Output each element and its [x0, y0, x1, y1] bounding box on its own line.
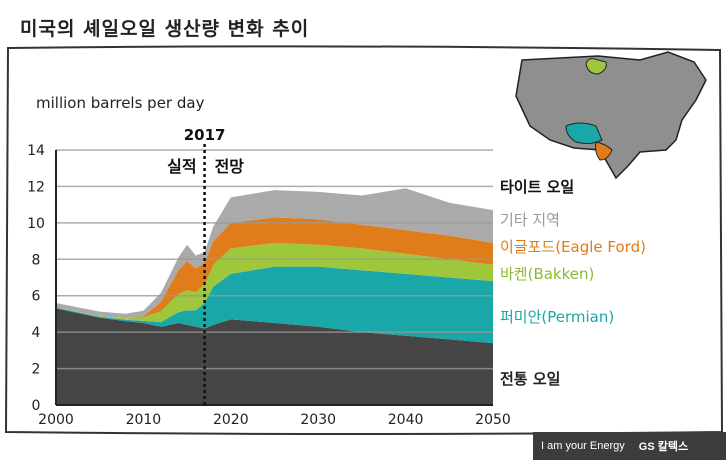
gridlines	[56, 149, 493, 370]
y-tick-label-4: 8	[32, 252, 41, 268]
area-series-1	[56, 266, 493, 344]
footer-bar: I am your Energy GS 칼텍스	[533, 432, 726, 460]
forecast-label: 전망	[215, 157, 245, 176]
y-tick-label-6: 12	[27, 179, 45, 195]
actual-label: 실적	[167, 157, 196, 176]
footer-tagline: I am your Energy	[541, 440, 625, 452]
y-tick-label-3: 6	[32, 289, 41, 305]
series-label-4: 퍼미안(Permian)	[500, 308, 614, 326]
x-tick-label-3: 2030	[300, 412, 336, 428]
area-series-4	[56, 188, 493, 319]
y-axis-label: million barrels per day	[36, 94, 205, 112]
series-label-3: 바켄(Bakken)	[500, 265, 594, 283]
axes: 0 2 4 6 8 10 12 14 2000 2010 2020 2030 2040 2050	[27, 143, 511, 428]
area-layers	[56, 188, 493, 405]
x-tick-label-0: 2000	[38, 412, 74, 428]
x-tick-label-4: 2040	[388, 412, 424, 428]
series-label-1: 기타 지역	[500, 211, 560, 229]
series-label-0: 타이트 오일	[500, 178, 574, 196]
x-tick-label-5: 2050	[475, 412, 511, 428]
gs-logo: GS 칼텍스	[638, 441, 689, 453]
series-label-2: 이글포드(Eagle Ford)	[500, 238, 646, 256]
series-label-5: 전통 오일	[500, 370, 560, 388]
y-tick-label-7: 14	[27, 143, 45, 159]
chart-title: 미국의 셰일오일 생산량 변화 추이	[20, 18, 310, 40]
x-tick-label-2: 2020	[213, 412, 249, 428]
divider-year-label: 2017	[184, 126, 226, 144]
us-map-icon	[515, 51, 707, 180]
y-tick-label-5: 10	[27, 216, 45, 232]
x-tick-label-1: 2010	[126, 412, 162, 428]
y-tick-label-2: 4	[32, 325, 41, 341]
y-tick-label-1: 2	[32, 362, 41, 378]
y-tick-label-0: 0	[32, 398, 41, 414]
divider-group: 2017 실적 전망	[167, 126, 244, 405]
area-series-3	[56, 217, 493, 319]
area-series-2	[56, 242, 493, 323]
